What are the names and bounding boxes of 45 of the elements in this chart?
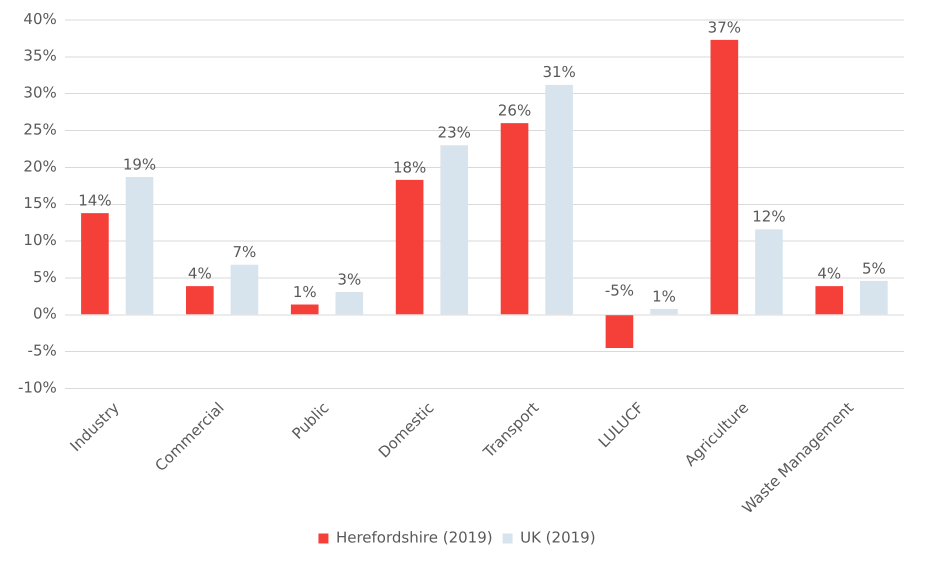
bar [500,123,528,314]
data-label: 4% [188,264,212,282]
bar [335,292,364,314]
bar [755,229,783,314]
data-label: 4% [817,264,842,282]
data-label: 26% [498,102,532,120]
y-tick-label: 5% [32,268,57,286]
y-tick-label: -10% [18,378,57,396]
bar [230,264,258,314]
bar [710,40,738,314]
y-tick-label: 25% [23,120,57,138]
bar [290,304,319,314]
y-tick-label: 40% [23,10,57,28]
data-label: 31% [542,63,576,82]
y-tick-label: 30% [23,84,57,102]
y-tick-label: -5% [28,342,57,360]
data-label: 7% [232,243,256,262]
data-label: 14% [78,191,112,210]
data-label: 1% [292,282,317,301]
data-label: 18% [392,158,426,176]
bar [186,286,214,314]
y-tick-label: 15% [23,194,57,212]
y-tick-label: 20% [23,157,57,176]
bar [440,145,468,314]
legend-label: Herefordshire (2019) [336,528,493,546]
data-label: -5% [604,282,634,300]
y-tick-label: 35% [23,46,57,65]
data-label: 37% [708,18,742,36]
legend-label: UK (2019) [520,528,596,546]
data-label: 5% [862,259,886,278]
bar [860,280,888,314]
data-label: 23% [438,124,471,142]
bar [545,84,573,314]
bar [815,286,844,314]
bar [606,315,634,348]
data-label: 3% [337,270,362,288]
data-label: 1% [652,287,676,306]
y-tick-label: 0% [32,304,57,323]
bar [81,213,109,314]
bar [126,176,154,314]
data-label: 12% [752,208,786,226]
bar [650,308,678,314]
y-tick-label: 10% [23,231,57,249]
data-label: 19% [122,155,156,174]
bar [396,180,424,314]
